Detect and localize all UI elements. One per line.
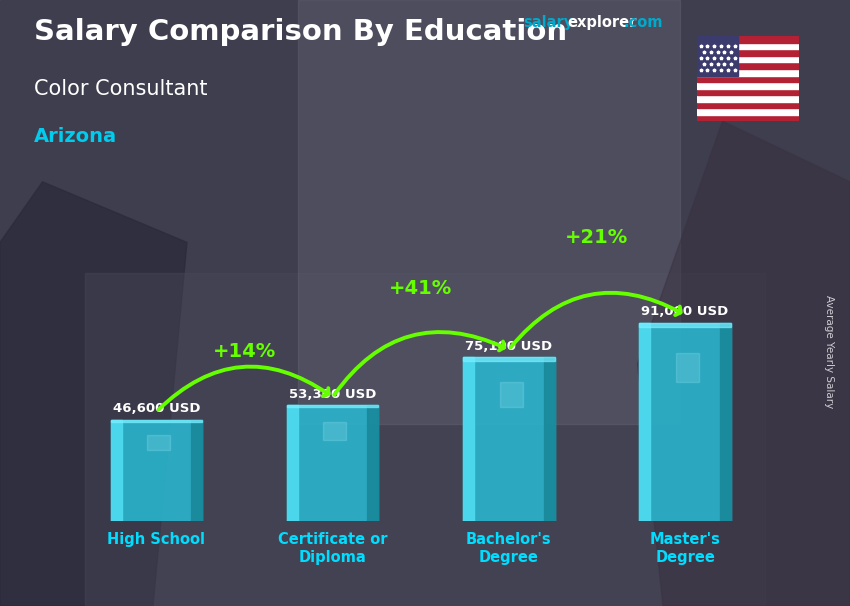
Polygon shape [0, 182, 187, 606]
Bar [500, 382, 523, 407]
Bar [286, 405, 378, 521]
Bar [676, 353, 699, 382]
Bar [697, 36, 799, 43]
Bar [110, 419, 202, 521]
Bar [463, 358, 555, 361]
Bar [191, 419, 202, 521]
Bar [463, 358, 555, 521]
Text: 75,100 USD: 75,100 USD [465, 340, 552, 353]
Bar [697, 95, 799, 102]
Bar [697, 88, 799, 95]
Bar [697, 43, 799, 50]
Text: +14%: +14% [212, 342, 276, 361]
Bar [697, 115, 799, 121]
Text: Arizona: Arizona [34, 127, 117, 146]
Bar [110, 419, 122, 521]
Bar [697, 102, 799, 108]
Text: 53,300 USD: 53,300 USD [289, 388, 377, 401]
Bar [85, 273, 765, 606]
Text: Color Consultant: Color Consultant [34, 79, 207, 99]
Bar [367, 405, 378, 521]
Bar [697, 69, 799, 76]
Polygon shape [638, 121, 850, 606]
Bar [286, 405, 298, 521]
Bar [697, 76, 799, 82]
Text: salary: salary [523, 15, 573, 30]
Bar [639, 323, 650, 521]
Bar [286, 405, 378, 407]
Text: +21%: +21% [565, 228, 629, 247]
Bar [697, 36, 738, 76]
Bar [697, 82, 799, 88]
Text: .com: .com [623, 15, 662, 30]
Bar [544, 358, 555, 521]
Bar [697, 56, 799, 62]
Text: explorer: explorer [568, 15, 638, 30]
Text: Average Yearly Salary: Average Yearly Salary [824, 295, 834, 408]
Bar [110, 419, 202, 422]
Bar [697, 62, 799, 69]
Bar [639, 323, 731, 327]
Bar [298, 0, 680, 424]
Text: 91,000 USD: 91,000 USD [642, 305, 728, 319]
Bar [147, 435, 170, 450]
Bar [324, 422, 347, 440]
Bar [697, 50, 799, 56]
Bar [697, 108, 799, 115]
Bar [720, 323, 731, 521]
Text: 46,600 USD: 46,600 USD [113, 402, 200, 415]
Bar [463, 358, 474, 521]
Text: Salary Comparison By Education: Salary Comparison By Education [34, 18, 567, 46]
Bar [639, 323, 731, 521]
Text: +41%: +41% [389, 279, 452, 298]
